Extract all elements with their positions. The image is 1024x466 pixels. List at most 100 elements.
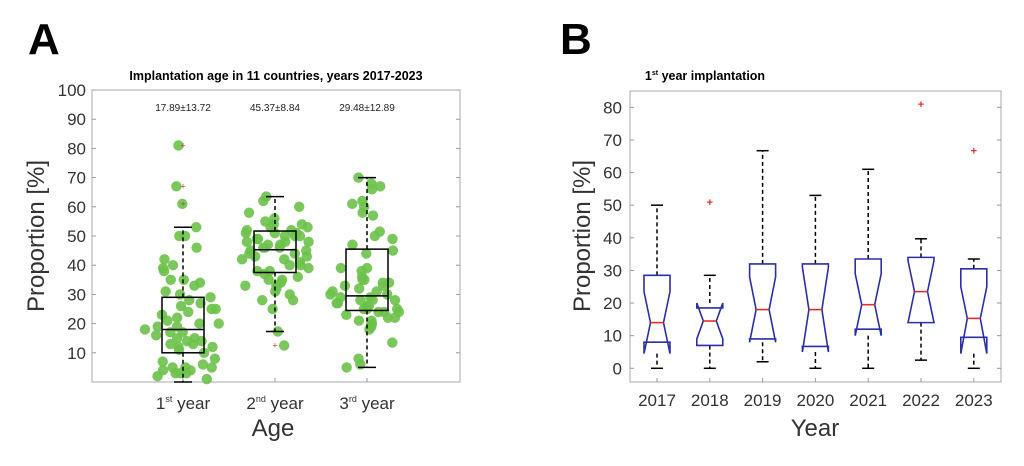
data-point — [165, 274, 176, 285]
notched-box — [748, 263, 777, 343]
data-point — [150, 330, 162, 341]
data-point — [197, 359, 209, 370]
data-point — [262, 239, 274, 250]
y-tick-label: 10 — [67, 344, 86, 363]
data-point — [207, 341, 218, 353]
panel-b-xlabel: Year — [791, 415, 840, 442]
data-point — [159, 254, 170, 265]
data-point — [205, 292, 216, 303]
axes-frame — [629, 90, 1002, 383]
notched-box — [695, 302, 724, 347]
data-point — [160, 286, 171, 297]
y-tick-label: 70 — [603, 131, 622, 150]
data-point — [353, 315, 365, 326]
data-point — [286, 224, 297, 236]
x-tick-label: 2017 — [638, 391, 676, 410]
data-point — [296, 219, 308, 230]
data-point — [269, 213, 280, 224]
panel-a-label: A — [28, 15, 60, 64]
data-point — [357, 195, 368, 207]
data-point — [195, 297, 206, 309]
data-point — [267, 303, 278, 315]
data-point — [341, 362, 352, 373]
mean-sd-annotation: 29.48±12.89 — [339, 103, 395, 114]
data-point — [252, 233, 264, 245]
data-point — [371, 286, 382, 297]
x-tick-label: 2019 — [744, 391, 782, 410]
notched-box — [643, 274, 671, 354]
panel-b-title-rest: year implantation — [658, 69, 765, 83]
data-point — [389, 295, 401, 306]
data-point — [303, 236, 314, 248]
data-point — [383, 277, 395, 288]
data-point — [209, 353, 221, 364]
x-tick-label: 1st year — [156, 394, 211, 413]
data-point — [279, 254, 290, 265]
data-point — [294, 257, 306, 268]
data-point — [294, 201, 305, 212]
data-point — [361, 262, 373, 274]
y-tick-label: 90 — [67, 110, 86, 129]
x-tick-label: 2018 — [691, 391, 729, 410]
panel-a-ylabel: Proportion [%] — [23, 160, 50, 312]
data-point — [354, 283, 365, 294]
y-tick-label: 30 — [67, 285, 86, 304]
y-tick-label: 30 — [603, 261, 622, 280]
y-tick-label: 70 — [67, 169, 86, 188]
y-tick-label: 60 — [67, 198, 86, 217]
data-point — [339, 280, 351, 291]
data-point — [173, 341, 184, 353]
panel-a-xlabel: Age — [252, 415, 295, 442]
y-tick-label: 40 — [67, 256, 86, 275]
data-point — [391, 303, 403, 315]
notched-box — [854, 258, 883, 336]
notched-box — [907, 256, 935, 324]
outlier-marker: + — [971, 146, 977, 158]
data-point — [241, 224, 253, 236]
data-point — [152, 321, 163, 332]
data-point — [335, 262, 347, 274]
panel-b-plot: 0 10 20 30 40 50 60 70 80 2017 2018 2019 2020 2021 202… — [603, 90, 1002, 410]
x-tick-label: 2022 — [902, 391, 940, 410]
notched-box — [801, 263, 830, 353]
data-point — [139, 324, 151, 335]
data-point — [387, 337, 398, 348]
mean-sd-annotation: 17.89±13.72 — [155, 103, 211, 114]
box — [345, 248, 389, 312]
data-point — [278, 340, 290, 351]
data-point — [245, 245, 256, 256]
panel-b-title-sup: st — [652, 70, 659, 77]
data-point — [289, 248, 301, 259]
data-point — [366, 315, 377, 326]
data-point — [276, 274, 288, 285]
data-point — [300, 245, 312, 256]
data-point — [157, 365, 169, 376]
y-tick-label: 80 — [603, 98, 622, 117]
data-point — [303, 262, 314, 274]
outlier-marker: + — [707, 197, 713, 209]
data-point — [171, 181, 182, 192]
data-point — [175, 300, 187, 312]
panel-b-title-base: 1 — [645, 69, 652, 83]
box — [253, 230, 297, 274]
y-tick-label: 50 — [67, 227, 86, 246]
data-point — [240, 280, 251, 291]
data-point — [174, 230, 185, 242]
data-point — [180, 362, 191, 373]
data-point — [177, 198, 188, 210]
box — [161, 296, 205, 354]
data-point — [213, 318, 224, 329]
x-tick-label: 2021 — [849, 391, 887, 410]
data-point — [191, 222, 202, 233]
data-point — [236, 254, 248, 265]
data-point — [327, 286, 338, 297]
y-tick-label: 0 — [613, 359, 622, 378]
panel-b-label: B — [560, 15, 592, 64]
data-point — [157, 356, 168, 367]
data-point — [374, 226, 385, 237]
data-point — [355, 295, 366, 306]
x-tick-label: 2020 — [796, 391, 834, 410]
data-point — [183, 306, 194, 318]
x-tick-label: 2nd year — [246, 394, 304, 413]
